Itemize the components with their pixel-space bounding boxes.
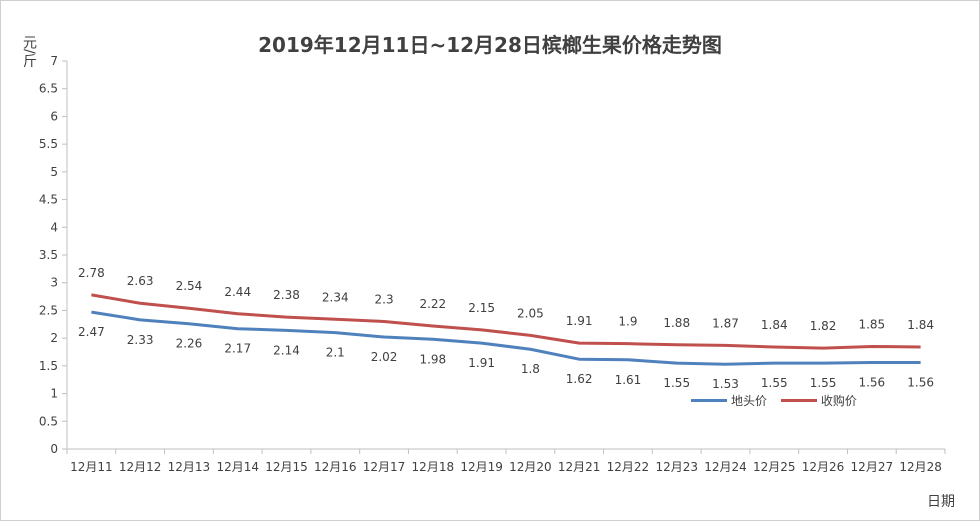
- y-tick-label: 4.5: [39, 193, 58, 207]
- x-tick-label: 12月20: [509, 460, 552, 474]
- legend-label-1: 收购价: [820, 394, 857, 408]
- x-tick-label: 12月12: [119, 460, 162, 474]
- data-label: 1.98: [419, 352, 446, 366]
- data-label: 2.02: [371, 350, 398, 364]
- data-label: 1.56: [858, 376, 885, 390]
- data-label: 1.85: [858, 317, 885, 331]
- data-label: 1.55: [810, 376, 837, 390]
- x-tick-label: 12月18: [412, 460, 455, 474]
- data-label: 2.34: [322, 290, 349, 304]
- y-tick-label: 1.5: [39, 359, 58, 373]
- y-tick-label: 3.5: [39, 248, 58, 262]
- x-tick-label: 12月15: [265, 460, 308, 474]
- series-line-0: [91, 310, 921, 366]
- x-tick-label: 12月11: [70, 460, 113, 474]
- y-tick-label: 5: [50, 165, 58, 179]
- data-label: 2.33: [127, 333, 154, 347]
- data-label: 1.56: [907, 376, 934, 390]
- y-tick-label: 6.5: [39, 82, 58, 96]
- y-tick-label: 3: [50, 276, 58, 290]
- data-label: 2.22: [419, 297, 446, 311]
- x-tick-label: 12月26: [802, 460, 845, 474]
- data-label: 2.1: [326, 346, 345, 360]
- x-tick-label: 12月16: [314, 460, 357, 474]
- chart-title: 2019年12月11日~12月28日槟榔生果价格走势图: [258, 33, 722, 57]
- data-label: 1.61: [615, 373, 642, 387]
- x-tick-label: 12月25: [753, 460, 796, 474]
- data-label: 1.91: [566, 314, 593, 328]
- data-label: 2.05: [517, 306, 544, 320]
- x-axis-label: 日期: [927, 494, 955, 510]
- legend-label-0: 地头价: [731, 394, 768, 408]
- y-tick-label: 4: [50, 220, 58, 234]
- x-tick-label: 12月13: [168, 460, 211, 474]
- x-tick-label: 12月17: [363, 460, 406, 474]
- y-tick-label: 0.5: [39, 414, 58, 428]
- data-label: 2.14: [273, 343, 300, 357]
- data-label: 1.53: [712, 377, 739, 391]
- data-label: 2.78: [78, 266, 105, 280]
- legend-item-1: 收购价: [780, 392, 857, 409]
- data-label: 2.63: [127, 274, 154, 288]
- data-label: 1.84: [907, 318, 934, 332]
- data-label: 2.54: [176, 279, 203, 293]
- series-line-1: [91, 293, 921, 350]
- y-tick-label: 0: [50, 442, 58, 456]
- x-tick-label: 12月24: [704, 460, 747, 474]
- y-tick-label: 2: [50, 331, 58, 345]
- x-tick-label: 12月19: [460, 460, 503, 474]
- x-tick-label: 12月21: [558, 460, 601, 474]
- data-label: 2.17: [224, 342, 251, 356]
- data-label: 2.38: [273, 288, 300, 302]
- data-label: 1.8: [521, 362, 540, 376]
- data-label: 2.44: [224, 285, 251, 299]
- data-label: 1.84: [761, 318, 788, 332]
- x-tick-label: 12月14: [216, 460, 259, 474]
- legend-swatch-1: [780, 399, 817, 402]
- data-label: 1.62: [566, 372, 593, 386]
- legend: 地头价 收购价: [691, 391, 867, 409]
- y-axis-label: 元/斤: [21, 35, 37, 68]
- legend-swatch-0: [691, 399, 727, 402]
- data-label: 2.26: [176, 337, 203, 351]
- data-label: 1.82: [810, 319, 837, 333]
- y-tick-label: 1: [50, 387, 58, 401]
- legend-item-0: 地头价: [691, 392, 767, 409]
- data-label: 1.88: [663, 316, 690, 330]
- data-label: 1.55: [761, 376, 788, 390]
- data-label: 2.47: [78, 325, 105, 339]
- x-tick-label: 12月22: [607, 460, 650, 474]
- data-label: 1.9: [618, 315, 637, 329]
- x-tick-label: 12月27: [851, 460, 894, 474]
- y-tick-label: 2.5: [39, 303, 58, 317]
- data-label: 1.55: [663, 376, 690, 390]
- y-tick-label: 5.5: [39, 137, 58, 151]
- y-tick-label: 7: [50, 54, 58, 68]
- data-label: 1.87: [712, 316, 739, 330]
- data-label: 2.3: [375, 293, 394, 307]
- x-tick-label: 12月28: [899, 460, 942, 474]
- x-tick-label: 12月23: [655, 460, 698, 474]
- data-label: 2.15: [468, 301, 495, 315]
- data-label: 1.91: [468, 356, 495, 370]
- y-tick-label: 6: [50, 109, 58, 123]
